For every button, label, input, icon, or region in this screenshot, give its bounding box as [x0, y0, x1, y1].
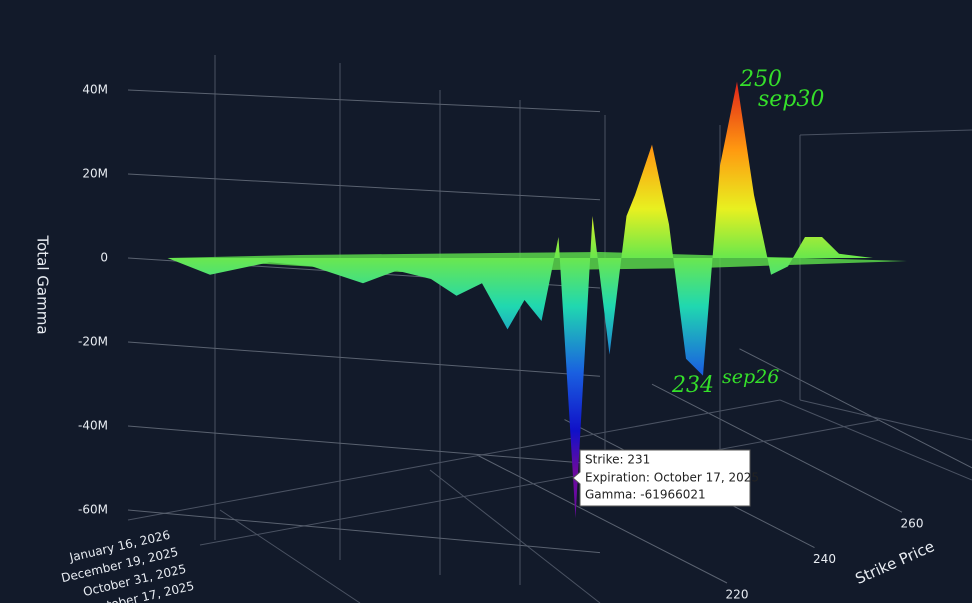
grid-line: [476, 454, 728, 584]
grid-line: [127, 341, 601, 377]
x-tick-label: 260: [901, 517, 924, 531]
gamma-surface: [167, 81, 907, 519]
grid-line: [739, 348, 972, 469]
grid-line: [127, 509, 601, 554]
scene-box: [127, 55, 972, 603]
annotation: 250: [739, 67, 782, 92]
z-tick-label: -60M: [78, 503, 108, 517]
tooltip-line: Gamma: -61966021: [585, 488, 706, 502]
z-tick-label: 20M: [82, 167, 108, 181]
z-tick-label: 40M: [82, 83, 108, 97]
x-tick-label: 220: [726, 588, 749, 602]
annotations: 250 sep30 234 sep26: [671, 67, 824, 398]
z-tick-label: -20M: [78, 335, 108, 349]
tooltip-box: [572, 449, 751, 507]
x-axis-title: Strike Price: [853, 537, 938, 588]
tooltip-line: Strike: 231: [585, 453, 650, 467]
hover-tooltip: Strike: 231 Expiration: October 17, 2025…: [572, 449, 759, 507]
annotation: sep30: [758, 87, 824, 112]
z-tick-label: -40M: [78, 419, 108, 433]
annotation: sep26: [722, 366, 779, 388]
z-tick-label: 0: [100, 251, 108, 265]
grid-line: [127, 173, 601, 201]
grid-line: [127, 89, 601, 113]
grid-line: [127, 425, 601, 465]
z-axis-title: Total Gamma: [34, 234, 52, 334]
x-tick-label: 240: [813, 552, 836, 566]
annotation: 234: [671, 373, 714, 398]
grid-line: [651, 383, 903, 513]
tooltip-line: Expiration: October 17, 2025: [585, 471, 759, 485]
